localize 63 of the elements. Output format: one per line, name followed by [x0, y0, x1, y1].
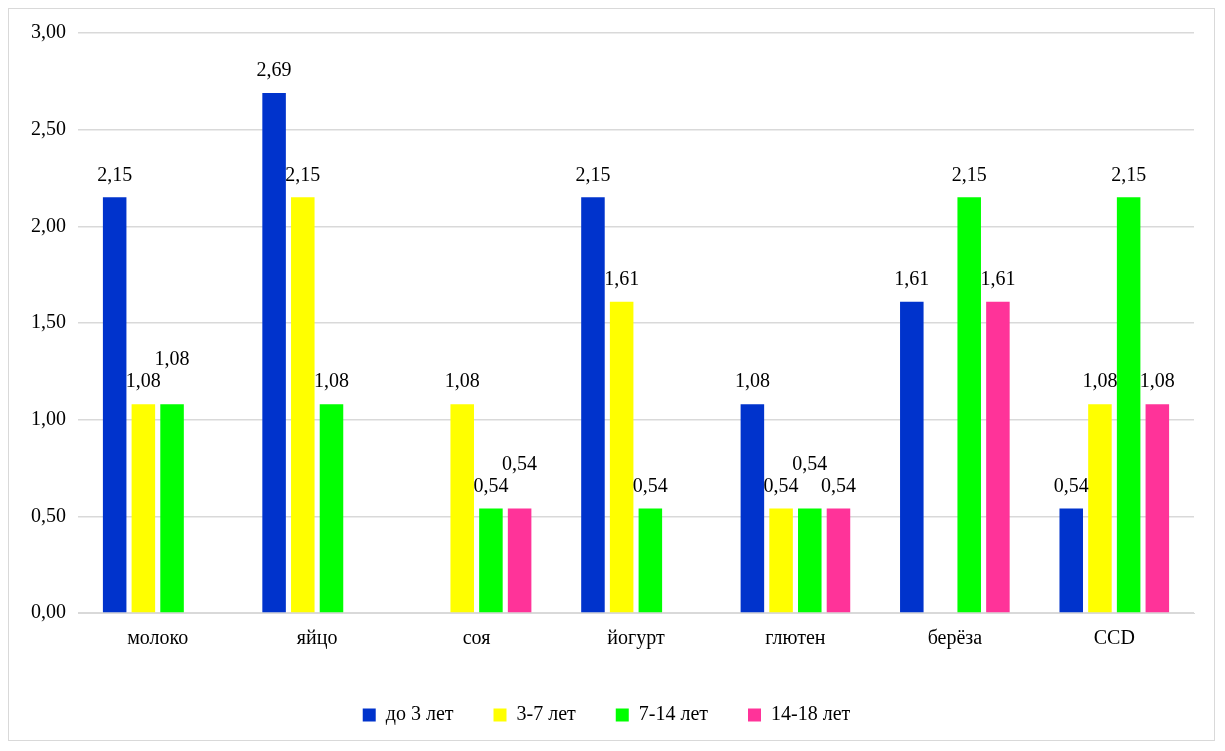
x-tick-label: яйцо — [296, 626, 338, 650]
x-tick-label: берёза — [927, 626, 983, 650]
x-tick-label: соя — [462, 626, 491, 649]
data-label: 1,08 — [313, 369, 349, 392]
data-label: 0,54 — [502, 451, 538, 474]
data-label: 0,54 — [792, 451, 828, 474]
data-label: 0,54 — [473, 473, 509, 496]
bar — [826, 508, 851, 613]
y-tick-label: 2,50 — [31, 116, 66, 139]
y-tick-label: 2,00 — [31, 213, 66, 236]
bar — [609, 301, 634, 613]
data-label: 2,15 — [285, 162, 321, 185]
bar — [262, 92, 286, 613]
bar — [1116, 197, 1141, 613]
x-tick-label: молоко — [127, 626, 189, 649]
y-tick-label: 0,00 — [31, 600, 66, 623]
bar — [769, 508, 793, 613]
bar — [798, 508, 822, 613]
bar — [160, 404, 184, 613]
data-label: 0,54 — [763, 473, 799, 496]
data-label: 0,54 — [820, 473, 856, 496]
bar — [1088, 404, 1112, 613]
data-label: 2,15 — [575, 162, 611, 185]
data-label: 1,61 — [980, 266, 1016, 289]
bar — [479, 508, 503, 613]
bar — [450, 404, 474, 613]
bar — [507, 508, 532, 613]
data-label: 1,08 — [154, 347, 190, 370]
x-tick-label: йогурт — [607, 626, 665, 650]
bar — [291, 197, 315, 613]
data-label: 1,08 — [1082, 369, 1118, 392]
legend-label: 7-14 лет — [638, 702, 709, 725]
bar — [131, 404, 156, 613]
data-label: 0,54 — [632, 473, 668, 496]
bar — [986, 301, 1010, 613]
legend-label: 14-18 лет — [771, 702, 851, 725]
data-label: 1,08 — [444, 369, 480, 392]
bar — [638, 508, 663, 613]
x-tick-label: глютен — [765, 626, 826, 649]
bar — [1059, 508, 1084, 613]
data-label: 1,08 — [1139, 369, 1175, 392]
y-tick-label: 1,50 — [31, 310, 66, 333]
bar — [740, 404, 765, 613]
bar — [102, 197, 127, 613]
bar — [900, 301, 924, 613]
legend-label: до 3 лет — [385, 702, 454, 726]
data-label: 1,61 — [604, 266, 640, 289]
legend-label: 3-7 лет — [516, 702, 577, 725]
data-label: 1,08 — [125, 369, 161, 392]
data-label: 2,15 — [1111, 162, 1147, 185]
x-tick-label: CCD — [1093, 626, 1135, 649]
bar — [319, 404, 344, 613]
y-tick-label: 1,00 — [31, 406, 66, 429]
data-label: 2,69 — [256, 58, 292, 81]
data-label: 1,61 — [894, 266, 930, 289]
bar — [957, 197, 981, 613]
y-tick-label: 3,00 — [31, 20, 66, 43]
data-label: 2,15 — [951, 162, 987, 185]
data-label: 2,15 — [97, 162, 133, 185]
y-tick-label: 0,50 — [31, 503, 66, 526]
data-label: 1,08 — [734, 369, 770, 392]
bar — [581, 197, 605, 613]
bar — [1145, 404, 1170, 613]
